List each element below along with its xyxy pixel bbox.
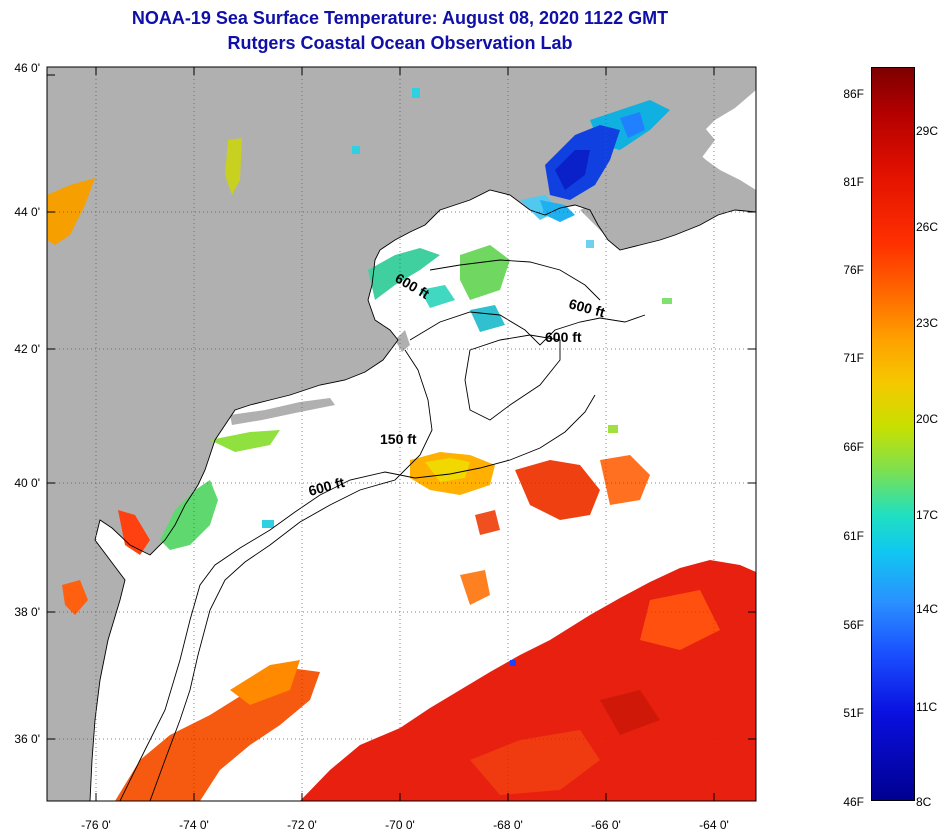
colorbar-c-label: 29C <box>916 124 939 138</box>
tick-marks <box>47 67 756 801</box>
lon-label: -76 0' <box>81 818 111 832</box>
lat-label: 44 0' <box>14 205 40 219</box>
colorbar-c-label: 11C <box>916 700 938 714</box>
sst-scattered-patches <box>262 88 672 666</box>
lon-label: -68 0' <box>493 818 523 832</box>
temperature-colorbar <box>871 67 915 801</box>
coastline <box>89 189 756 801</box>
colorbar-c-label: 20C <box>916 412 939 426</box>
lat-label: 38 0' <box>14 605 40 619</box>
contour-600ft-gulf <box>409 311 646 346</box>
lat-label: 36 0' <box>14 732 40 746</box>
nova-scotia <box>580 128 715 240</box>
cape-cod <box>395 330 410 352</box>
colorbar-c-label: 26C <box>916 220 939 234</box>
colorbar-f-label: 51F <box>843 706 864 720</box>
land-mass <box>47 67 756 801</box>
colorbar-f-label: 71F <box>843 351 864 365</box>
lat-label: 42 0' <box>14 342 40 356</box>
lon-label: -66 0' <box>591 818 621 832</box>
colorbar-f-label: 66F <box>843 440 864 454</box>
colorbar-f-label: 56F <box>843 618 864 632</box>
colorbar-f-label: 61F <box>843 529 864 543</box>
colorbar-f-label: 81F <box>843 175 864 189</box>
contour-label: 600 ft <box>545 329 582 345</box>
contour-150ft-shelf <box>149 349 433 801</box>
lon-label: -64 0' <box>699 818 729 832</box>
contour-gulf-inner <box>429 259 601 301</box>
sst-bay-of-fundy-region <box>540 112 645 222</box>
lat-label: 46 0' <box>14 61 40 75</box>
map-title: NOAA-19 Sea Surface Temperature: August … <box>131 8 669 28</box>
sst-warm-region <box>115 455 756 801</box>
colorbar-c-label: 8C <box>916 795 932 809</box>
contour-label: 150 ft <box>380 431 417 447</box>
lon-label: -72 0' <box>287 818 317 832</box>
colorbar-c-label: 17C <box>916 508 939 522</box>
lon-label: -70 0' <box>385 818 415 832</box>
lat-label: 40 0' <box>14 476 40 490</box>
colorbar-c-label: 14C <box>916 602 939 616</box>
colorbar-c-label: 23C <box>916 316 939 330</box>
long-island <box>230 398 335 425</box>
colorbar-f-label: 46F <box>843 795 864 809</box>
contour-georges-bank <box>464 334 561 421</box>
map-subtitle: Rutgers Coastal Ocean Observation Lab <box>227 33 573 53</box>
colorbar-f-label: 86F <box>843 87 864 101</box>
contour-600ft-shelf <box>119 394 596 801</box>
map-frame <box>46 66 757 802</box>
depth-contours <box>119 259 646 801</box>
colorbar-f-label: 76F <box>843 263 864 277</box>
lon-label: -74 0' <box>179 818 209 832</box>
